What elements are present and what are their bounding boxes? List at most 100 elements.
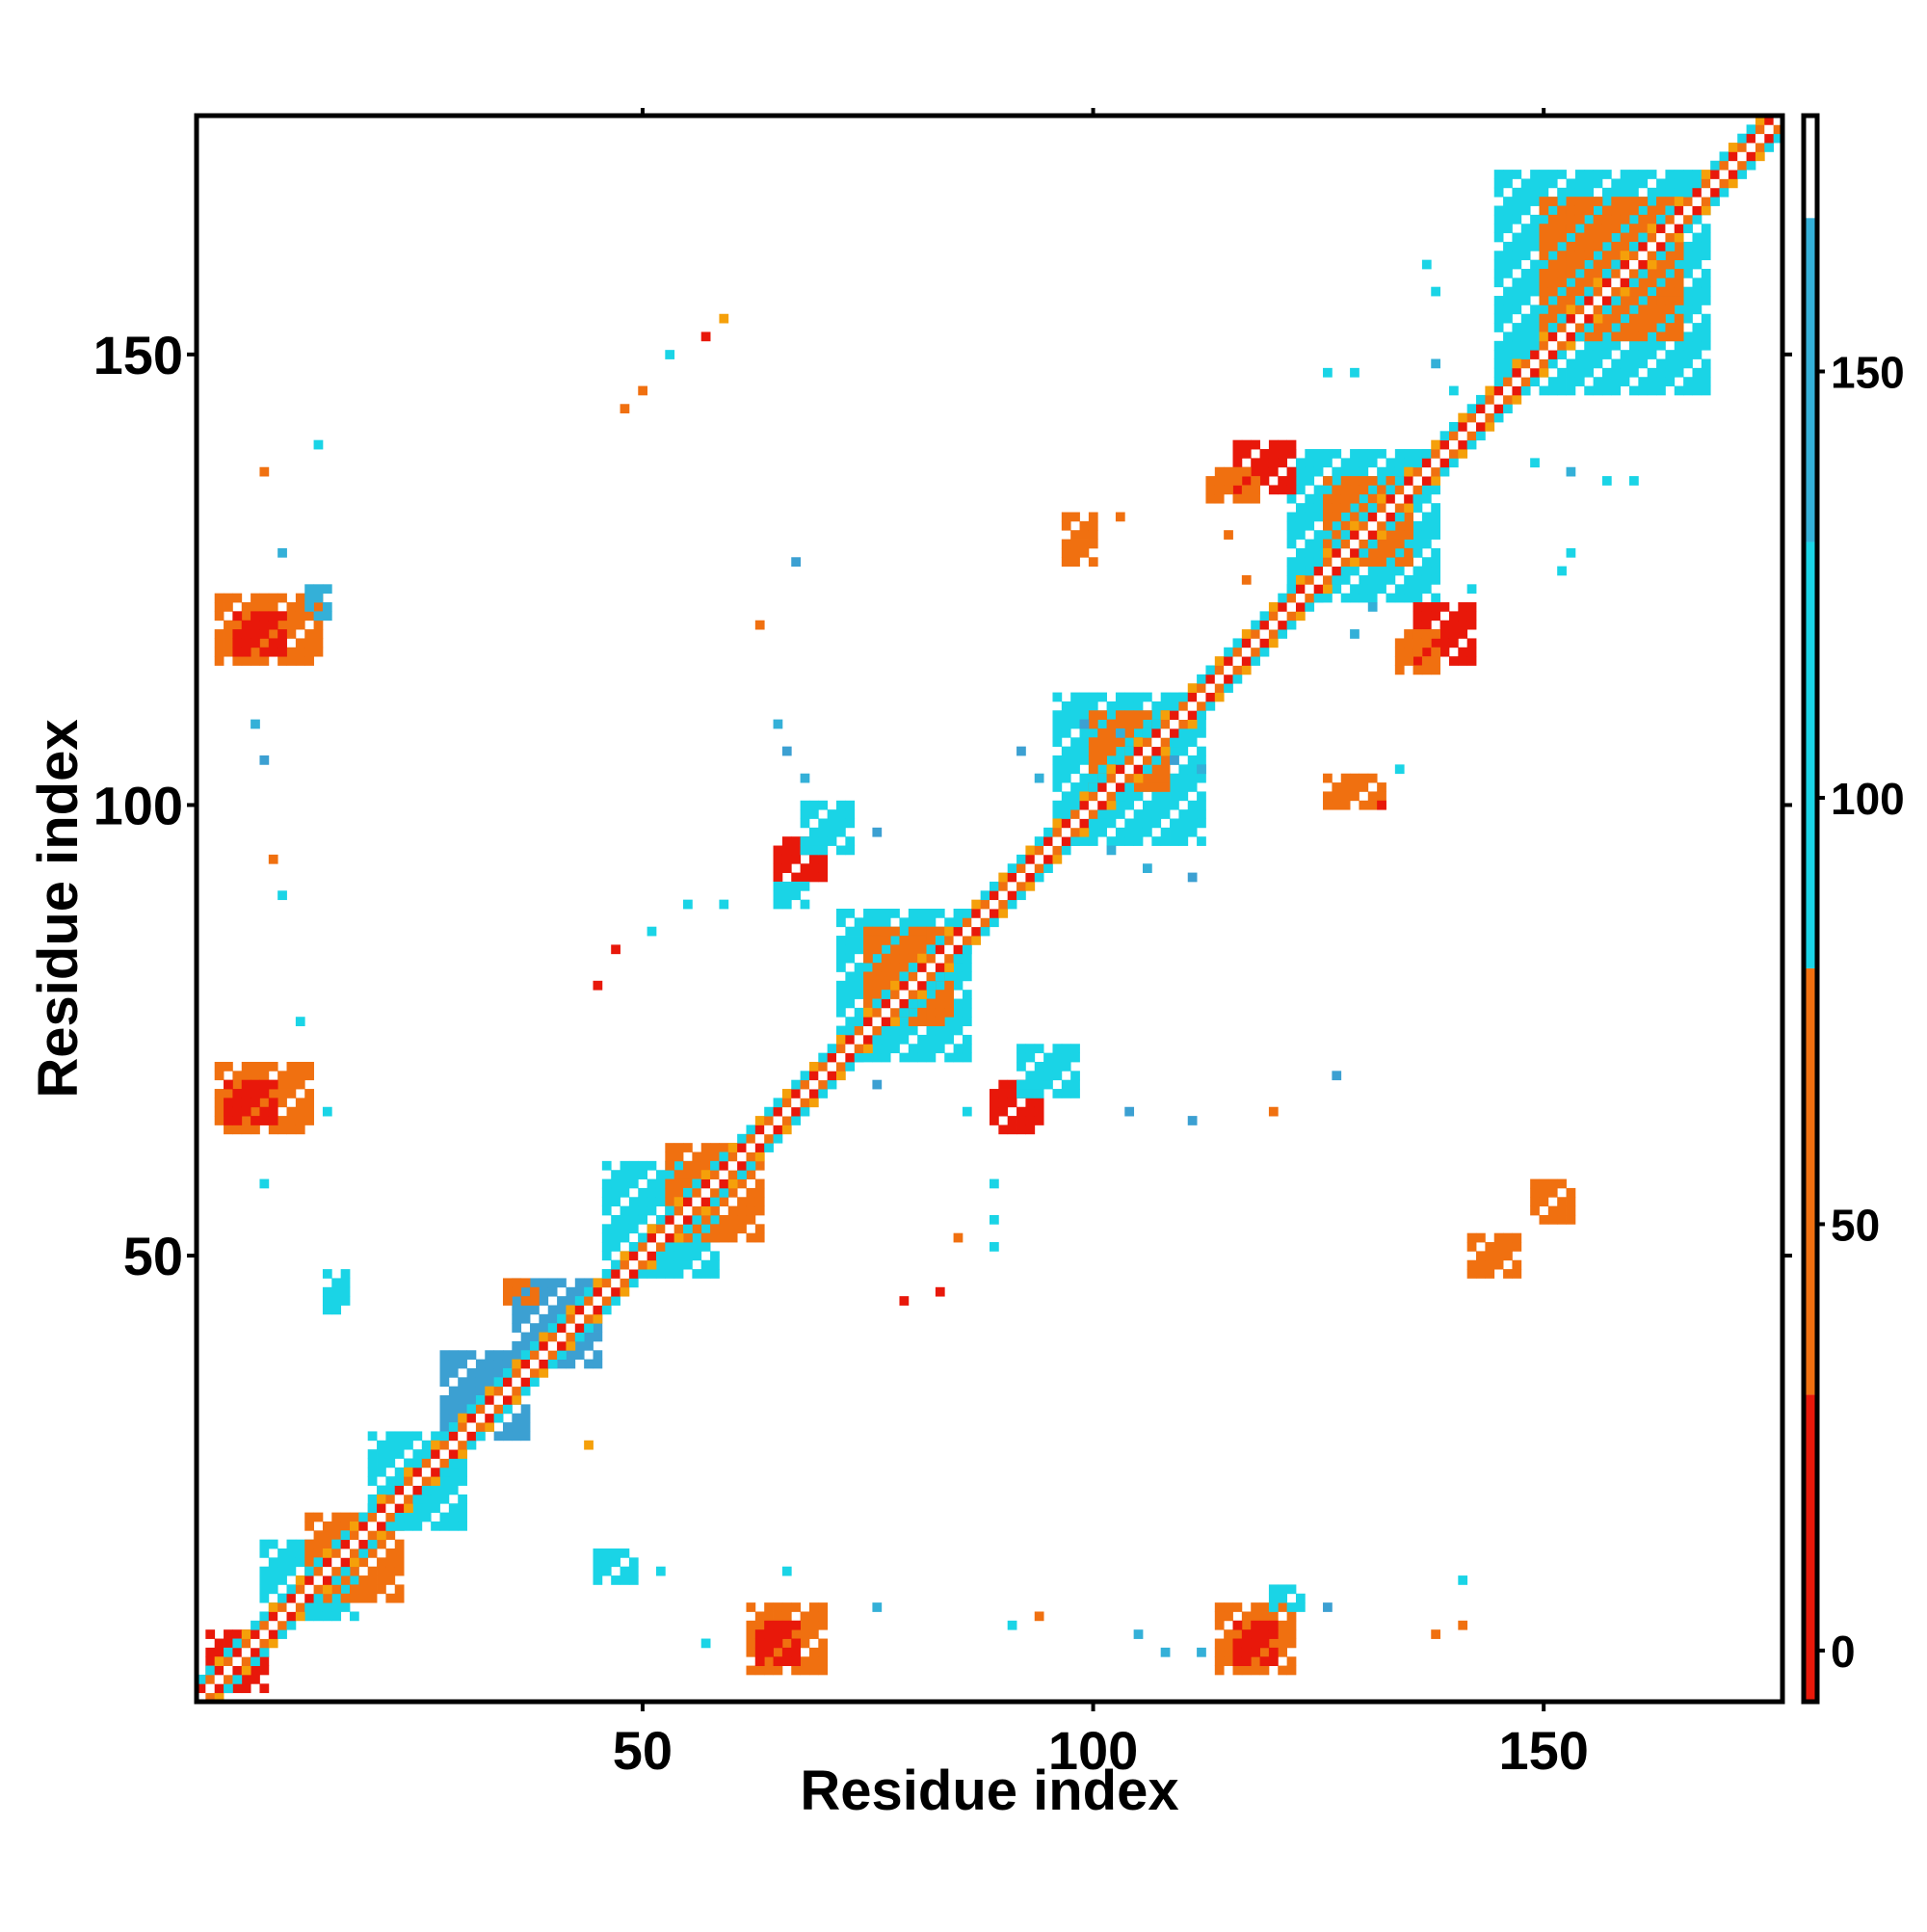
diagonal-cell (990, 899, 999, 910)
diagonal-cell (854, 1052, 864, 1063)
diagonal-cell (781, 1125, 792, 1135)
contact-point (1142, 863, 1152, 873)
diagonal-cell (1197, 674, 1206, 684)
heatmap-cell (935, 1034, 945, 1045)
heatmap-cell (710, 1232, 720, 1243)
heatmap-cell (286, 1061, 297, 1072)
heatmap-cell (1350, 476, 1359, 486)
heatmap-cell (890, 1025, 900, 1036)
heatmap-cell (1394, 557, 1405, 568)
heatmap-cell (1404, 449, 1413, 459)
heatmap-cell (746, 1214, 756, 1225)
heatmap-cell (818, 1665, 829, 1676)
heatmap-cell (448, 1413, 459, 1423)
diagonal-cell (1386, 512, 1396, 522)
diagonal-cell (277, 1611, 287, 1622)
heatmap-cell (1539, 323, 1549, 332)
diagonal-cell (520, 1377, 531, 1388)
diagonal-cell (295, 1602, 305, 1612)
heatmap-cell (1214, 476, 1225, 486)
diagonal-cell (412, 1476, 423, 1486)
heatmap-cell (1025, 1089, 1036, 1098)
heatmap-cell (1259, 1647, 1270, 1657)
diagonal-cell (1601, 296, 1612, 305)
diagonal-cell (863, 1017, 873, 1026)
diagonal-cell (1620, 286, 1630, 297)
heatmap-cell (808, 1629, 819, 1639)
heatmap-cell (1061, 520, 1071, 531)
diagonal-cell (1737, 133, 1747, 144)
heatmap-cell (214, 1647, 224, 1657)
diagonal-cell (1286, 584, 1297, 595)
heatmap-cell (1620, 241, 1630, 251)
heatmap-cell (259, 593, 270, 603)
heatmap-cell (277, 1566, 287, 1576)
heatmap-cell (1539, 268, 1549, 278)
diagonal-cell (1710, 160, 1720, 171)
diagonal-cell (1683, 187, 1693, 198)
heatmap-cell (1674, 331, 1684, 342)
heatmap-cell (1323, 503, 1333, 513)
heatmap-cell (224, 1089, 233, 1098)
heatmap-cell (1431, 638, 1441, 648)
diagonal-cell (1034, 863, 1044, 873)
diagonal-cell (1278, 602, 1288, 612)
heatmap-cell (710, 1259, 720, 1270)
diagonal-cell (980, 899, 990, 910)
diagonal-cell (1241, 665, 1252, 675)
heatmap-cell (286, 620, 297, 630)
heatmap-cell (1170, 773, 1179, 783)
heatmap-cell (692, 1232, 702, 1243)
heatmap-cell (1088, 719, 1098, 729)
diagonal-cell (1025, 881, 1036, 891)
heatmap-cell (1016, 1106, 1026, 1117)
diagonal-cell (539, 1340, 549, 1351)
diagonal-cell (620, 1269, 630, 1279)
diagonal-cell (944, 963, 954, 972)
heatmap-cell (1466, 620, 1477, 630)
heatmap-cell (1079, 701, 1090, 711)
heatmap-cell (1097, 692, 1107, 702)
heatmap-cell (1268, 485, 1279, 495)
heatmap-cell (1241, 439, 1252, 450)
heatmap-cell (1566, 1187, 1576, 1198)
diagonal-cell (1241, 647, 1252, 657)
heatmap-cell (1557, 278, 1567, 288)
diagonal-cell (700, 1178, 711, 1189)
diagonal-cell (1601, 286, 1612, 297)
diagonal-cell (1170, 737, 1179, 748)
heatmap-cell (1259, 1602, 1270, 1612)
heatmap-cell (1115, 836, 1125, 846)
heatmap-cell (1115, 737, 1125, 748)
heatmap-cell (1421, 512, 1432, 522)
heatmap-cell (1439, 620, 1450, 630)
heatmap-cell (1350, 773, 1359, 783)
heatmap-cell (1286, 1611, 1297, 1622)
heatmap-cell (1016, 1125, 1026, 1135)
diagonal-cell (1332, 539, 1342, 549)
heatmap-cell (1458, 647, 1468, 657)
heatmap-cell (1530, 304, 1540, 315)
heatmap-cell (1584, 385, 1594, 396)
heatmap-cell (683, 1160, 693, 1171)
heatmap-cell (1350, 449, 1359, 459)
diagonal-cell (1520, 367, 1531, 378)
heatmap-cell (601, 1566, 612, 1576)
heatmap-cell (1593, 268, 1603, 278)
heatmap-cell (1404, 557, 1413, 568)
heatmap-cell (1061, 1089, 1071, 1098)
diagonal-cell (935, 936, 945, 945)
diagonal-cell (466, 1440, 477, 1450)
diagonal-cell (1557, 331, 1567, 342)
heatmap-cell (647, 1197, 657, 1207)
diagonal-cell (1638, 259, 1649, 270)
heatmap-cell (881, 971, 891, 982)
heatmap-cell (764, 1629, 774, 1639)
diagonal-cell (1485, 412, 1495, 423)
heatmap-cell (1106, 701, 1117, 711)
diagonal-cell (1259, 611, 1270, 622)
diagonal-cell (448, 1422, 459, 1432)
diagonal-cell (313, 1575, 324, 1585)
heatmap-cell (1421, 638, 1432, 648)
